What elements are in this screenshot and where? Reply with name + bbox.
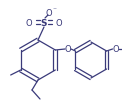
Text: O: O <box>56 18 62 27</box>
Text: O: O <box>26 18 32 27</box>
Text: O: O <box>65 45 71 54</box>
Text: O: O <box>112 45 119 54</box>
Text: S: S <box>41 18 47 27</box>
Text: O: O <box>46 8 52 17</box>
Text: ⁻: ⁻ <box>52 5 56 14</box>
